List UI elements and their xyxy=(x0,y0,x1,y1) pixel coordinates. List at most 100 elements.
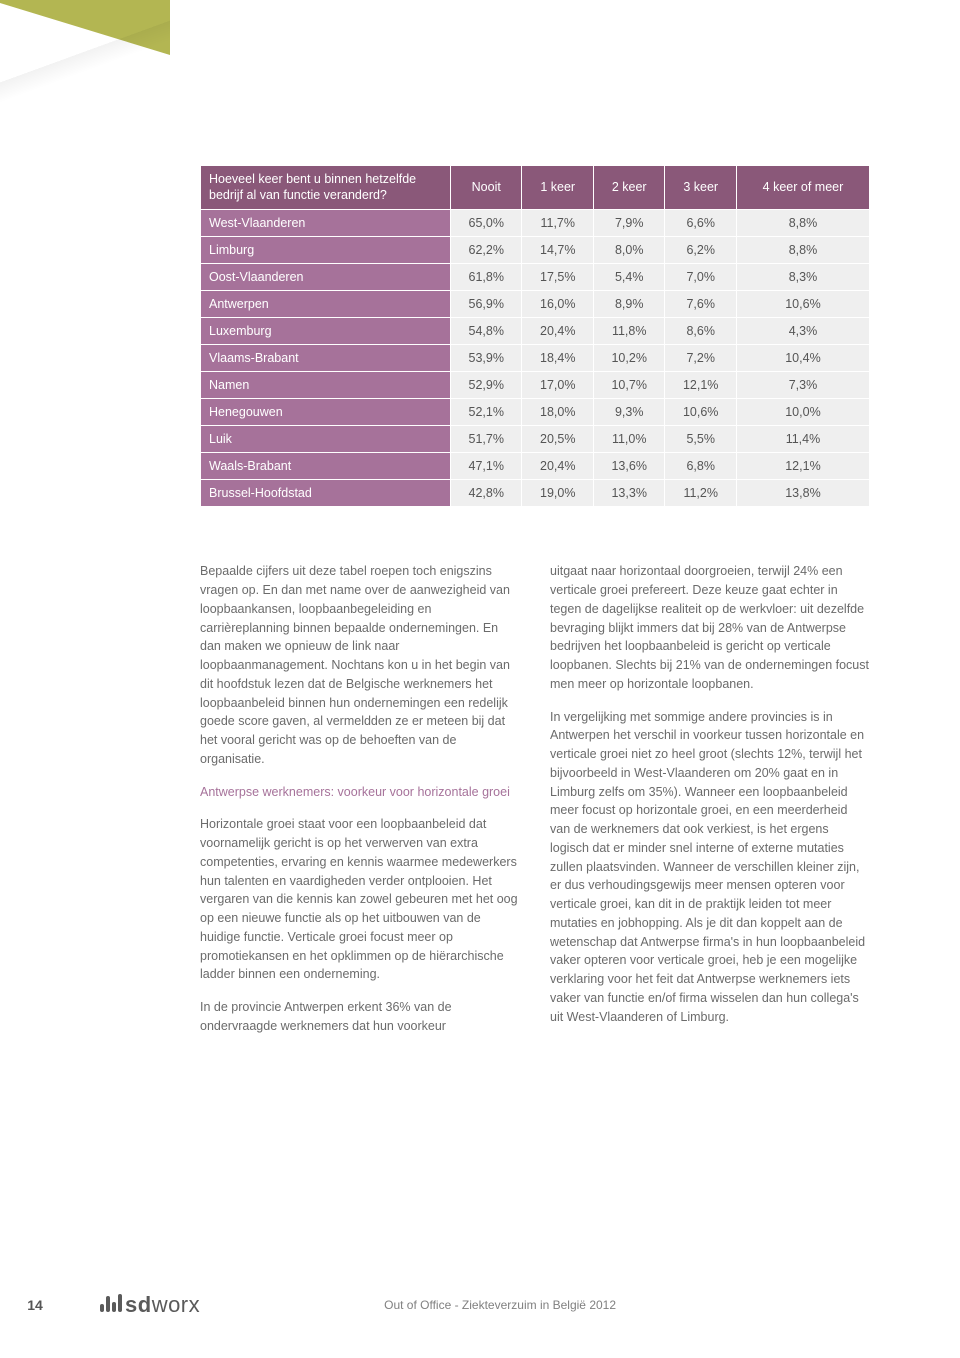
table-cell: 10,7% xyxy=(593,372,664,399)
table-row: Namen52,9%17,0%10,7%12,1%7,3% xyxy=(201,372,870,399)
table-row: Luik51,7%20,5%11,0%5,5%11,4% xyxy=(201,426,870,453)
logo-bars-icon xyxy=(100,1294,122,1312)
table-cell: 16,0% xyxy=(522,291,593,318)
table-cell: 6,2% xyxy=(665,237,736,264)
table-cell: 56,9% xyxy=(451,291,522,318)
table-row: Henegouwen52,1%18,0%9,3%10,6%10,0% xyxy=(201,399,870,426)
paragraph: Bepaalde cijfers uit deze tabel roepen t… xyxy=(200,562,520,768)
table-cell: 52,9% xyxy=(451,372,522,399)
paragraph: uitgaat naar horizontaal doorgroeien, te… xyxy=(550,562,870,693)
table-cell: 65,0% xyxy=(451,210,522,237)
table-cell: 17,5% xyxy=(522,264,593,291)
table-cell: 8,3% xyxy=(736,264,869,291)
table-cell: 53,9% xyxy=(451,345,522,372)
table-cell: 8,0% xyxy=(593,237,664,264)
table-cell: 12,1% xyxy=(665,372,736,399)
table-cell: 17,0% xyxy=(522,372,593,399)
table-cell: 10,4% xyxy=(736,345,869,372)
paragraph: In vergelijking met sommige andere provi… xyxy=(550,708,870,1027)
corner-shadow xyxy=(0,0,170,110)
sdworx-logo: sdworx xyxy=(100,1292,200,1318)
table-row: Limburg62,2%14,7%8,0%6,2%8,8% xyxy=(201,237,870,264)
table-header: 1 keer xyxy=(522,166,593,210)
table-cell: 13,8% xyxy=(736,480,869,507)
table-cell: 7,9% xyxy=(593,210,664,237)
table-cell: 8,6% xyxy=(665,318,736,345)
table-header: 4 keer of meer xyxy=(736,166,869,210)
column-right: uitgaat naar horizontaal doorgroeien, te… xyxy=(550,562,870,1049)
table-cell: 54,8% xyxy=(451,318,522,345)
table-cell: 7,0% xyxy=(665,264,736,291)
table-cell: 20,5% xyxy=(522,426,593,453)
table-cell: 11,7% xyxy=(522,210,593,237)
table-cell: 19,0% xyxy=(522,480,593,507)
table-cell: 10,2% xyxy=(593,345,664,372)
table-cell: 6,6% xyxy=(665,210,736,237)
table-cell: 7,3% xyxy=(736,372,869,399)
table-cell: 14,7% xyxy=(522,237,593,264)
page-content: Hoeveel keer bent u binnen hetzelfde bed… xyxy=(200,165,870,1050)
table-cell: 51,7% xyxy=(451,426,522,453)
table-row: Antwerpen56,9%16,0%8,9%7,6%10,6% xyxy=(201,291,870,318)
paragraph: In de provincie Antwerpen erkent 36% van… xyxy=(200,998,520,1036)
table-cell: 9,3% xyxy=(593,399,664,426)
table-header: Nooit xyxy=(451,166,522,210)
table-cell: 4,3% xyxy=(736,318,869,345)
column-left: Bepaalde cijfers uit deze tabel roepen t… xyxy=(200,562,520,1049)
table-cell: 52,1% xyxy=(451,399,522,426)
table-cell: 7,2% xyxy=(665,345,736,372)
table-cell: 62,2% xyxy=(451,237,522,264)
table-header-question: Hoeveel keer bent u binnen hetzelfde bed… xyxy=(201,166,451,210)
logo-text-bold: sd xyxy=(125,1292,152,1317)
table-cell: 42,8% xyxy=(451,480,522,507)
table-cell: 11,4% xyxy=(736,426,869,453)
page-number: 14 xyxy=(0,1297,70,1313)
table-cell: 13,6% xyxy=(593,453,664,480)
logo-text-light: worx xyxy=(152,1292,200,1317)
table-row: Luxemburg54,8%20,4%11,8%8,6%4,3% xyxy=(201,318,870,345)
table-cell: 13,3% xyxy=(593,480,664,507)
table-rowhead: Henegouwen xyxy=(201,399,451,426)
page-footer: 14 sdworx Out of Office - Ziekteverzuim … xyxy=(0,1292,960,1318)
subheading: Antwerpse werknemers: voorkeur voor hori… xyxy=(200,783,520,802)
table-cell: 8,8% xyxy=(736,210,869,237)
table-cell: 8,9% xyxy=(593,291,664,318)
table-cell: 8,8% xyxy=(736,237,869,264)
table-cell: 11,2% xyxy=(665,480,736,507)
table-row: Oost-Vlaanderen61,8%17,5%5,4%7,0%8,3% xyxy=(201,264,870,291)
table-cell: 18,0% xyxy=(522,399,593,426)
table-cell: 5,4% xyxy=(593,264,664,291)
table-rowhead: Luxemburg xyxy=(201,318,451,345)
table-cell: 6,8% xyxy=(665,453,736,480)
table-cell: 20,4% xyxy=(522,318,593,345)
body-text: Bepaalde cijfers uit deze tabel roepen t… xyxy=(200,562,870,1049)
table-rowhead: Waals-Brabant xyxy=(201,453,451,480)
table-row: Brussel-Hoofdstad42,8%19,0%13,3%11,2%13,… xyxy=(201,480,870,507)
table-rowhead: West-Vlaanderen xyxy=(201,210,451,237)
table-rowhead: Luik xyxy=(201,426,451,453)
table-cell: 5,5% xyxy=(665,426,736,453)
data-table: Hoeveel keer bent u binnen hetzelfde bed… xyxy=(200,165,870,507)
paragraph: Horizontale groei staat voor een loopbaa… xyxy=(200,815,520,984)
table-header: 3 keer xyxy=(665,166,736,210)
table-cell: 10,6% xyxy=(665,399,736,426)
table-cell: 47,1% xyxy=(451,453,522,480)
table-row: Vlaams-Brabant53,9%18,4%10,2%7,2%10,4% xyxy=(201,345,870,372)
table-cell: 18,4% xyxy=(522,345,593,372)
table-rowhead: Brussel-Hoofdstad xyxy=(201,480,451,507)
table-rowhead: Oost-Vlaanderen xyxy=(201,264,451,291)
table-row: Waals-Brabant47,1%20,4%13,6%6,8%12,1% xyxy=(201,453,870,480)
table-cell: 11,0% xyxy=(593,426,664,453)
table-rowhead: Antwerpen xyxy=(201,291,451,318)
table-row: West-Vlaanderen65,0%11,7%7,9%6,6%8,8% xyxy=(201,210,870,237)
table-cell: 7,6% xyxy=(665,291,736,318)
table-cell: 10,0% xyxy=(736,399,869,426)
table-header: 2 keer xyxy=(593,166,664,210)
table-cell: 61,8% xyxy=(451,264,522,291)
table-rowhead: Limburg xyxy=(201,237,451,264)
table-cell: 10,6% xyxy=(736,291,869,318)
table-cell: 20,4% xyxy=(522,453,593,480)
table-cell: 11,8% xyxy=(593,318,664,345)
table-cell: 12,1% xyxy=(736,453,869,480)
table-rowhead: Namen xyxy=(201,372,451,399)
